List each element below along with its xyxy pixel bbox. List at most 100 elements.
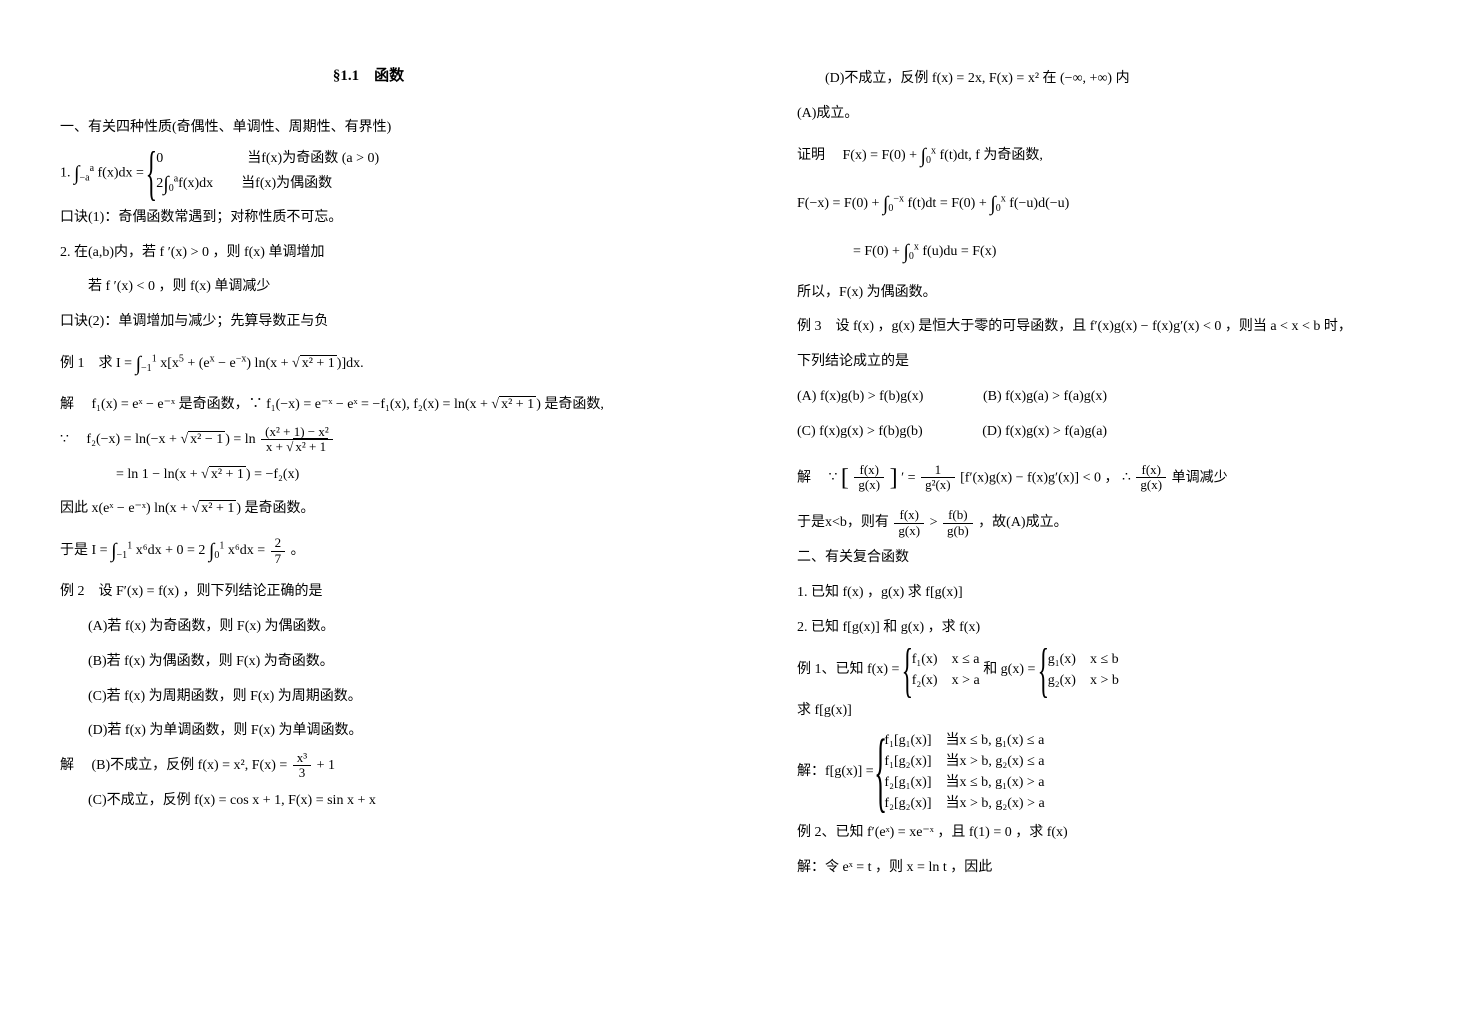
bound: −x: [893, 193, 904, 204]
find-label: 求 f[g(x)]: [797, 696, 1414, 727]
expr: 于是x<b，则有: [797, 515, 889, 530]
mnemonic-1: 口诀(1)：奇偶函数常遇到；对称性质不可忘。: [60, 203, 677, 234]
label: 解: [60, 397, 74, 412]
right-column: (D)不成立，反例 f(x) = 2x, F(x) = x² 在 (−∞, +∞…: [737, 0, 1474, 1020]
case: f₁[g₁(x)] 当x ≤ b, g₁(x) ≤ a: [884, 733, 1044, 748]
expr: + (e: [184, 356, 210, 371]
expr: = ln 1 − ln(x +: [116, 467, 201, 482]
numerator: f(b): [943, 508, 973, 523]
option-b: (B)若 f(x) 为偶函数，则 F(x) 为奇函数。: [60, 647, 677, 678]
expr: f(x)dx =: [98, 166, 144, 181]
bound: −1: [141, 363, 152, 374]
numerator: x³: [293, 751, 311, 766]
right-example-2: 例 2、已知 f′(eˣ) = xe⁻ˣ ，且 f(1) = 0 ，求 f(x): [797, 818, 1414, 849]
case: f₁[g₂(x)] 当x > b, g₂(x) ≤ a: [884, 754, 1044, 769]
bound: 1: [219, 541, 224, 552]
option-d: (D) f(x)g(x) > f(a)g(a): [982, 424, 1107, 439]
expr: ′ =: [901, 470, 915, 485]
option-c: (C)若 f(x) 为周期函数，则 F(x) 为周期函数。: [60, 682, 677, 713]
sqrt: x² + 1: [300, 355, 337, 371]
expr: − e: [215, 356, 236, 371]
expr: f₁(x) = eˣ − e⁻ˣ 是奇函数，∵ f₁(−x) = e⁻ˣ − e…: [92, 397, 492, 412]
proof-line: F(−x) = F(0) + ∫0−x f(t)dt = F(0) + ∫0x …: [797, 182, 1414, 226]
label: 例 1 求 I =: [60, 356, 132, 371]
expr: 因此 x(eˣ − e⁻ˣ) ln(x +: [60, 501, 192, 516]
expr: f₂(−x) = ln(−x +: [86, 432, 180, 447]
bound: x: [1001, 193, 1006, 204]
denominator: 7: [271, 552, 286, 566]
mnemonic-2: 口诀(2)：单调增加与减少；先算导数正与负: [60, 307, 677, 338]
bound: 0: [926, 155, 931, 166]
expr: + 1: [317, 758, 335, 773]
bound: 1: [152, 354, 157, 365]
expr: ) = −f₂(x): [246, 467, 299, 482]
denominator: g(x): [854, 478, 884, 492]
proof-line: = F(0) + ∫0x f(u)du = F(x): [797, 230, 1414, 274]
since-icon: ∵: [60, 425, 69, 456]
case: g₂(x) x > b: [1048, 673, 1119, 688]
sqrt: x² − 1: [188, 431, 225, 447]
expr: f(t)dt, f 为奇函数,: [940, 148, 1043, 163]
expr: ，故(A)成立。: [978, 515, 1067, 530]
bound: 0: [909, 251, 914, 262]
option-a-holds: (A)成立。: [797, 99, 1414, 130]
label: 解：f[g(x)] =: [797, 765, 874, 780]
proof-conclusion: 所以，F(x) 为偶函数。: [797, 278, 1414, 309]
sqrt: x² + 1: [499, 396, 536, 412]
cond: 当f(x)为奇函数 (a > 0): [247, 151, 379, 166]
item-2: 2. 在(a,b)内，若 f ′(x) > 0 ，则 f(x) 单调增加: [60, 238, 677, 269]
expr: x⁶dx + 0 = 2: [136, 543, 206, 558]
punct: 。: [291, 543, 305, 558]
options-row: (A) f(x)g(b) > f(b)g(x) (B) f(x)g(a) > f…: [797, 382, 1414, 413]
right-example-1: 例 1、已知 f(x) = { f₁(x) x ≤ a f₂(x) x > a …: [797, 648, 1414, 692]
option-d-counter: (D)不成立，反例 f(x) = 2x, F(x) = x² 在 (−∞, +∞…: [797, 64, 1414, 95]
denominator: g(x): [1136, 478, 1166, 492]
case: f₂[g₂(x)] 当x > b, g₂(x) > a: [884, 796, 1044, 811]
case: g₁(x) x ≤ b: [1048, 652, 1119, 667]
expr: x⁶dx =: [228, 543, 265, 558]
section-2-item-1: 1. 已知 f(x) ，g(x) 求 f[g(x)]: [797, 578, 1414, 609]
solution-line: 于是 I = ∫−11 x⁶dx + 0 = 2 ∫01 x⁶dx = 2 7 …: [60, 529, 677, 573]
bound: a: [90, 163, 94, 174]
solution-line: 于是x<b，则有 f(x) g(x) > f(b) g(b) ，故(A)成立。: [797, 508, 1414, 539]
section-2: 二、有关复合函数: [797, 543, 1414, 574]
case: f₁(x) x ≤ a: [912, 652, 980, 667]
numerator: 1: [921, 463, 955, 478]
solution-line: = ln 1 − ln(x + x² + 1) = −f₂(x): [60, 460, 677, 491]
numerator: 2: [271, 536, 286, 551]
bound: x: [914, 241, 919, 252]
therefore-icon: ∴: [1122, 463, 1131, 494]
bound: −1: [117, 550, 128, 561]
example-3: 例 3 设 f(x) ，g(x) 是恒大于零的可导函数，且 f′(x)g(x) …: [797, 312, 1414, 343]
right-solution: 解：f[g(x)] = { f₁[g₁(x)] 当x ≤ b, g₁(x) ≤ …: [797, 730, 1414, 814]
expr: 单调减少: [1172, 470, 1228, 485]
case: f₂(x) x > a: [912, 673, 980, 688]
label: 例 1、已知 f(x) =: [797, 662, 899, 677]
sup: −x: [236, 354, 247, 365]
expr: F(−x) = F(0) +: [797, 196, 879, 211]
solution-line: (C)不成立，反例 f(x) = cos x + 1, F(x) = sin x…: [60, 786, 677, 817]
expr: 于是 I =: [60, 543, 108, 558]
expr: x[x: [160, 356, 179, 371]
expr: F(x) = F(0) +: [843, 148, 918, 163]
section-title: §1.1 函数: [60, 60, 677, 93]
expr: >: [930, 515, 938, 530]
expr: (B)不成立，反例 f(x) = x², F(x) =: [92, 758, 288, 773]
left-column: §1.1 函数 一、有关四种性质(奇偶性、单调性、周期性、有界性) 1. ∫−a…: [0, 0, 737, 1020]
denominator: x +: [266, 439, 286, 454]
bound: 0: [996, 203, 1001, 214]
right-example-2-sol: 解：令 eˣ = t ，则 x = ln t ，因此: [797, 853, 1414, 884]
cond: 当f(x)为偶函数: [241, 176, 332, 191]
example-1: 例 1 求 I = ∫−11 x[x5 + (ex − e−x) ln(x + …: [60, 342, 677, 386]
solution-line: 解 (B)不成立，反例 f(x) = x², F(x) = x³ 3 + 1: [60, 751, 677, 782]
expr: ) = ln: [225, 432, 255, 447]
expr: [f′(x)g(x) − f(x)g′(x)] < 0 ，: [960, 470, 1118, 485]
option-b: (B) f(x)g(a) > f(a)g(x): [983, 389, 1107, 404]
section-2-item-2: 2. 已知 f[g(x)] 和 g(x) ，求 f(x): [797, 613, 1414, 644]
label: 解: [797, 470, 811, 485]
denominator: g(x): [894, 524, 924, 538]
denominator: g(b): [943, 524, 973, 538]
label: 解: [60, 758, 74, 773]
option-d: (D)若 f(x) 为单调函数，则 F(x) 为单调函数。: [60, 716, 677, 747]
expr: ) 是奇函数。: [236, 501, 314, 516]
